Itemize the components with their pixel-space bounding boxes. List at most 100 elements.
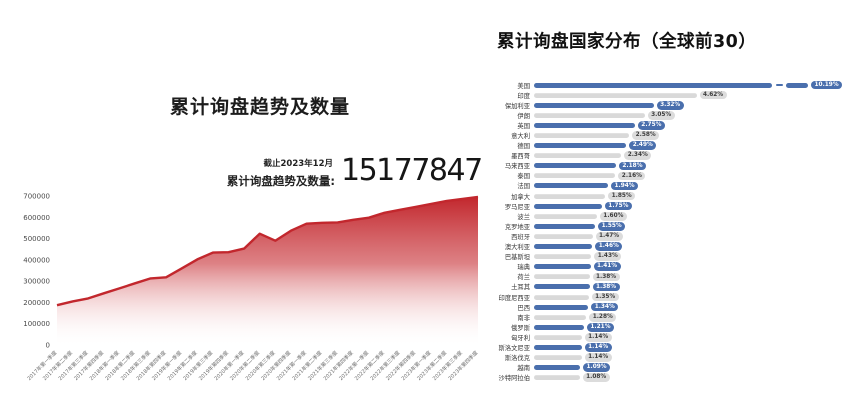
value-badge: 2.75%: [637, 121, 665, 130]
country-bar: [534, 284, 590, 290]
value-badge: 1.14%: [584, 343, 612, 352]
country-bar: [534, 294, 589, 300]
value-badge: 1.35%: [591, 292, 619, 302]
country-bar-row: 泰国 2.16%: [496, 171, 850, 181]
country-label: 南非: [517, 314, 530, 322]
value-badge: 3.32%: [656, 100, 684, 110]
country-label: 法国: [517, 183, 530, 191]
country-bar: [534, 213, 597, 219]
total-count-value: 15177847: [341, 153, 483, 188]
country-label: 德国: [517, 143, 530, 151]
country-bar-row: 加拿大 1.85%: [496, 191, 850, 201]
country-label: 泰国: [517, 173, 530, 181]
value-badge: 2.16%: [618, 171, 646, 181]
country-bar-row: 斯洛伐克 1.14%: [496, 353, 850, 363]
country-bar-segment: [534, 82, 772, 88]
country-label: 澳大利亚: [504, 244, 530, 252]
trend-line: [56, 195, 479, 307]
value-badge: 1.94%: [611, 181, 639, 191]
country-label: 西班牙: [511, 233, 530, 241]
country-bar: [534, 375, 580, 381]
country-label: 加拿大: [511, 193, 530, 201]
country-label: 斯洛伐克: [504, 355, 530, 363]
country-bar-row: 瑞典 1.41%: [496, 262, 850, 272]
y-axis-tick-label: 0: [46, 342, 50, 350]
country-bar: [534, 254, 592, 260]
country-label: 克罗地亚: [504, 223, 530, 231]
country-bar: [534, 365, 580, 371]
country-bar-row: 澳大利亚 1.46%: [496, 242, 850, 252]
value-badge: 1.38%: [592, 282, 620, 292]
country-label: 巴西: [517, 304, 530, 312]
country-label: 土耳其: [511, 284, 530, 292]
value-badge: 1.41%: [593, 262, 621, 272]
y-axis-tick-label: 300000: [23, 278, 50, 286]
country-label: 匈牙利: [511, 334, 530, 342]
value-badge: 2.49%: [629, 141, 657, 150]
country-bar: [534, 122, 635, 128]
country-bar-row: 荷兰 1.38%: [496, 272, 850, 282]
y-axis-tick-label: 700000: [23, 193, 50, 201]
country-bar: [534, 143, 627, 149]
country-label: 巴基斯坦: [504, 254, 530, 262]
country-label: 美国: [517, 82, 530, 90]
trend-chart-title: 累计询盘趋势及数量: [169, 96, 350, 118]
value-badge: 1.08%: [582, 373, 610, 383]
value-badge: 1.21%: [586, 323, 615, 332]
country-label: 俄罗斯: [511, 324, 530, 332]
total-count-label: 累计询盘趋势及数量:: [226, 174, 335, 188]
country-bar: [534, 92, 697, 98]
country-label: 马来西亚: [504, 163, 530, 171]
asof-label: 截止2023年12月: [263, 159, 334, 169]
country-bar-row: 美国 10.19%: [496, 80, 850, 90]
country-label: 墨西哥: [511, 153, 530, 161]
country-bar-row: 意大利 2.58%: [496, 130, 850, 140]
value-badge: 1.28%: [589, 312, 617, 322]
country-bar: [534, 355, 582, 361]
country-bar-row: 巴西 1.34%: [496, 302, 850, 312]
country-bar-row: 波兰 1.60%: [496, 211, 850, 221]
country-bar-row: 印度尼西亚 1.35%: [496, 292, 850, 302]
country-bar: [534, 193, 606, 199]
value-badge: 1.14%: [584, 353, 612, 362]
country-bar: [534, 153, 622, 159]
country-label: 沙特阿拉伯: [498, 375, 530, 383]
country-bar-row: 南非 1.28%: [496, 312, 850, 322]
y-axis-tick-label: 400000: [23, 256, 50, 264]
country-bar-segment: [786, 82, 808, 88]
country-bar: [534, 264, 591, 270]
value-badge: 1.47%: [595, 232, 623, 241]
country-bar-row: 西班牙 1.47%: [496, 231, 850, 241]
country-label: 越南: [517, 365, 530, 373]
country-bar-row: 法国 1.94%: [496, 181, 850, 191]
country-bar: [534, 304, 589, 310]
value-badge: 1.75%: [604, 201, 632, 211]
country-bar: [534, 244, 593, 250]
country-bar: [534, 314, 587, 320]
value-badge: 1.38%: [592, 272, 620, 282]
country-bar-row: 英国 2.75%: [496, 120, 850, 130]
country-label: 伊朗: [517, 112, 530, 120]
country-label: 斯洛文尼亚: [498, 344, 530, 352]
value-badge: 1.43%: [594, 252, 622, 261]
y-axis-tick-label: 200000: [23, 299, 50, 307]
country-bar-row: 匈牙利 1.14%: [496, 332, 850, 342]
country-bars: 美国 10.19% 印度 4.62% 保加利亚 3.32% 伊朗 3.05% 英国 2.75% 意大…: [496, 80, 850, 383]
value-badge: 1.55%: [598, 222, 626, 231]
value-badge: 4.62%: [699, 90, 727, 100]
country-bar-row: 俄罗斯 1.21%: [496, 322, 850, 332]
country-bar: [534, 344, 582, 350]
value-badge: 1.85%: [608, 191, 636, 201]
country-bar-row: 保加利亚 3.32%: [496, 100, 850, 110]
value-badge: 1.09%: [583, 363, 611, 372]
country-label: 荷兰: [517, 274, 530, 282]
axis-break: [772, 83, 786, 88]
trend-area-fill: [57, 196, 478, 345]
country-bar-row: 土耳其 1.38%: [496, 282, 850, 292]
value-badge: 1.60%: [599, 211, 627, 221]
country-bar-row: 克罗地亚 1.55%: [496, 221, 850, 231]
country-bar: [534, 203, 602, 209]
country-bar-row: 斯洛文尼亚 1.14%: [496, 342, 850, 352]
country-bar: [534, 112, 645, 118]
